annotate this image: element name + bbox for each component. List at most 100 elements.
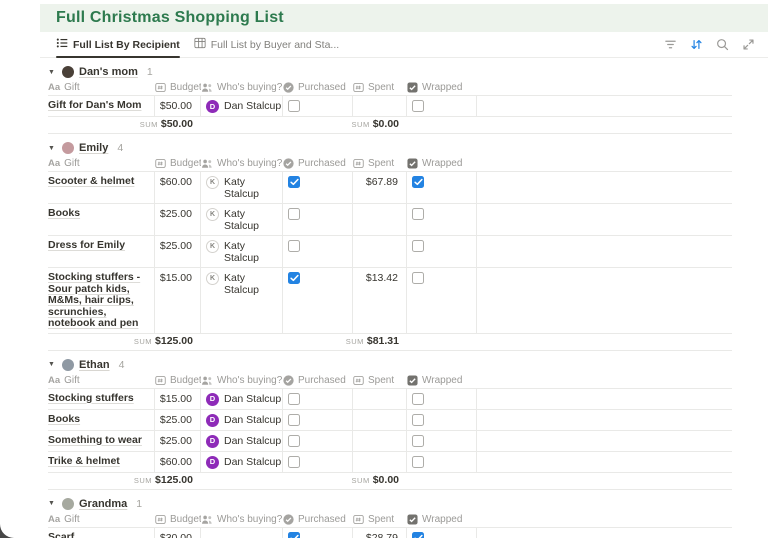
purchased-checkbox[interactable]	[288, 413, 300, 426]
budget-cell[interactable]: $60.00	[155, 172, 201, 203]
budget-cell[interactable]: $15.00	[155, 268, 201, 333]
column-header-who-s-buying[interactable]: Who's buying?	[201, 373, 283, 388]
search-icon[interactable]	[716, 38, 729, 51]
purchased-checkbox[interactable]	[288, 208, 300, 220]
wrapped-checkbox[interactable]	[412, 434, 424, 447]
column-header-budget[interactable]: Budget	[155, 373, 201, 388]
group-name[interactable]: Emily	[79, 142, 109, 154]
column-header-purchased[interactable]: Purchased	[283, 156, 353, 171]
column-header-wrapped[interactable]: Wrapped	[407, 373, 477, 388]
group-toggle-icon[interactable]: ▼	[48, 361, 55, 368]
column-header-gift[interactable]: Aa Gift	[48, 512, 155, 527]
column-header-budget[interactable]: Budget	[155, 156, 201, 171]
purchased-checkbox[interactable]	[288, 240, 300, 252]
purchased-checkbox[interactable]	[288, 392, 300, 405]
column-header-spent[interactable]: Spent	[353, 80, 407, 95]
purchased-checkbox[interactable]	[288, 455, 300, 468]
gift-cell[interactable]: Stocking stuffers - Sour patch kids, M&M…	[48, 268, 155, 333]
gift-cell[interactable]: Stocking stuffers	[48, 388, 155, 409]
spent-cell[interactable]	[353, 204, 407, 235]
buyer-cell[interactable]: D Dan Stalcup	[201, 409, 283, 430]
group-toggle-icon[interactable]: ▼	[48, 500, 55, 507]
expand-icon[interactable]	[742, 38, 755, 51]
gift-cell[interactable]: Books	[48, 204, 155, 235]
wrapped-checkbox[interactable]	[412, 240, 424, 252]
group-name[interactable]: Grandma	[79, 497, 128, 510]
column-header-spent[interactable]: Spent	[353, 156, 407, 171]
wrapped-checkbox[interactable]	[412, 392, 424, 405]
column-header-budget[interactable]: Budget	[155, 512, 201, 527]
buyer-cell[interactable]: D Dan Stalcup	[201, 430, 283, 451]
budget-cell[interactable]: $25.00	[155, 204, 201, 235]
column-header-purchased[interactable]: Purchased	[283, 512, 353, 527]
wrapped-checkbox[interactable]	[412, 455, 424, 468]
purchased-checkbox[interactable]	[288, 176, 300, 188]
spent-cell[interactable]	[353, 236, 407, 267]
buyer-cell[interactable]: K Katy Stalcup	[201, 236, 283, 267]
spent-cell[interactable]: $28.79	[353, 527, 407, 538]
purchased-checkbox[interactable]	[288, 434, 300, 447]
wrapped-checkbox[interactable]	[412, 413, 424, 426]
gift-cell[interactable]: Scooter & helmet	[48, 172, 155, 203]
gift-cell[interactable]: Scarf	[48, 527, 155, 538]
buyer-cell[interactable]: D Dan Stalcup	[201, 96, 283, 116]
spent-cell[interactable]	[353, 409, 407, 430]
gift-cell[interactable]: Gift for Dan's Mom	[48, 96, 155, 116]
budget-cell[interactable]: $60.00	[155, 451, 201, 472]
wrapped-checkbox[interactable]	[412, 208, 424, 220]
gift-cell[interactable]: Something to wear	[48, 430, 155, 451]
wrapped-checkbox[interactable]	[412, 176, 424, 188]
buyer-cell[interactable]: D Dan Stalcup	[201, 388, 283, 409]
column-header-purchased[interactable]: Purchased	[283, 373, 353, 388]
budget-cell[interactable]: $25.00	[155, 236, 201, 267]
group-toggle-icon[interactable]: ▼	[48, 68, 55, 76]
budget-cell[interactable]: $25.00	[155, 430, 201, 451]
column-header-spent[interactable]: Spent	[353, 373, 407, 388]
spent-cell[interactable]: $13.42	[353, 268, 407, 333]
filter-icon[interactable]	[664, 38, 677, 51]
spent-cell[interactable]: $67.89	[353, 172, 407, 203]
column-header-wrapped[interactable]: Wrapped	[407, 80, 477, 95]
purchased-checkbox[interactable]	[288, 531, 300, 538]
group-name[interactable]: Ethan	[79, 358, 110, 371]
buyer-cell[interactable]: K Katy Stalcup	[201, 268, 283, 333]
buyer-cell[interactable]: K Katy Stalcup	[201, 204, 283, 235]
page-title[interactable]: Full Christmas Shopping List	[56, 9, 284, 26]
gift-cell[interactable]: Books	[48, 409, 155, 430]
wrapped-checkbox[interactable]	[412, 531, 424, 538]
spent-sum[interactable]: SUM $0.00	[352, 474, 407, 486]
wrapped-checkbox[interactable]	[412, 100, 424, 112]
spent-cell[interactable]	[353, 96, 407, 116]
budget-sum[interactable]: SUM $50.00	[140, 119, 201, 130]
buyer-cell[interactable]: D Dan Stalcup	[201, 451, 283, 472]
budget-cell[interactable]: $30.00	[155, 527, 201, 538]
buyer-cell[interactable]: K Katy Stalcup	[201, 172, 283, 203]
spent-sum[interactable]: SUM $81.31	[346, 335, 407, 347]
group-name[interactable]: Dan's mom	[79, 66, 138, 78]
column-header-gift[interactable]: Aa Gift	[48, 80, 155, 95]
budget-sum[interactable]: SUM $125.00	[134, 474, 201, 486]
budget-cell[interactable]: $25.00	[155, 409, 201, 430]
gift-cell[interactable]: Trike & helmet	[48, 451, 155, 472]
column-header-gift[interactable]: Aa Gift	[48, 373, 155, 388]
column-header-who-s-buying[interactable]: Who's buying?	[201, 512, 283, 527]
purchased-checkbox[interactable]	[288, 272, 300, 284]
column-header-wrapped[interactable]: Wrapped	[407, 512, 477, 527]
group-toggle-icon[interactable]: ▼	[48, 144, 55, 152]
column-header-wrapped[interactable]: Wrapped	[407, 156, 477, 171]
budget-cell[interactable]: $50.00	[155, 96, 201, 116]
column-header-who-s-buying[interactable]: Who's buying?	[201, 156, 283, 171]
column-header-gift[interactable]: Aa Gift	[48, 156, 155, 171]
budget-cell[interactable]: $15.00	[155, 388, 201, 409]
budget-sum[interactable]: SUM $125.00	[134, 335, 201, 347]
sort-icon[interactable]	[690, 38, 703, 51]
column-header-who-s-buying[interactable]: Who's buying?	[201, 80, 283, 95]
spent-cell[interactable]	[353, 451, 407, 472]
purchased-checkbox[interactable]	[288, 100, 300, 112]
spent-cell[interactable]	[353, 430, 407, 451]
spent-sum[interactable]: SUM $0.00	[352, 119, 407, 130]
gift-cell[interactable]: Dress for Emily	[48, 236, 155, 267]
tab-full-list-by-buyer[interactable]: Full List by Buyer and Sta...	[187, 32, 346, 57]
wrapped-checkbox[interactable]	[412, 272, 424, 284]
spent-cell[interactable]	[353, 388, 407, 409]
